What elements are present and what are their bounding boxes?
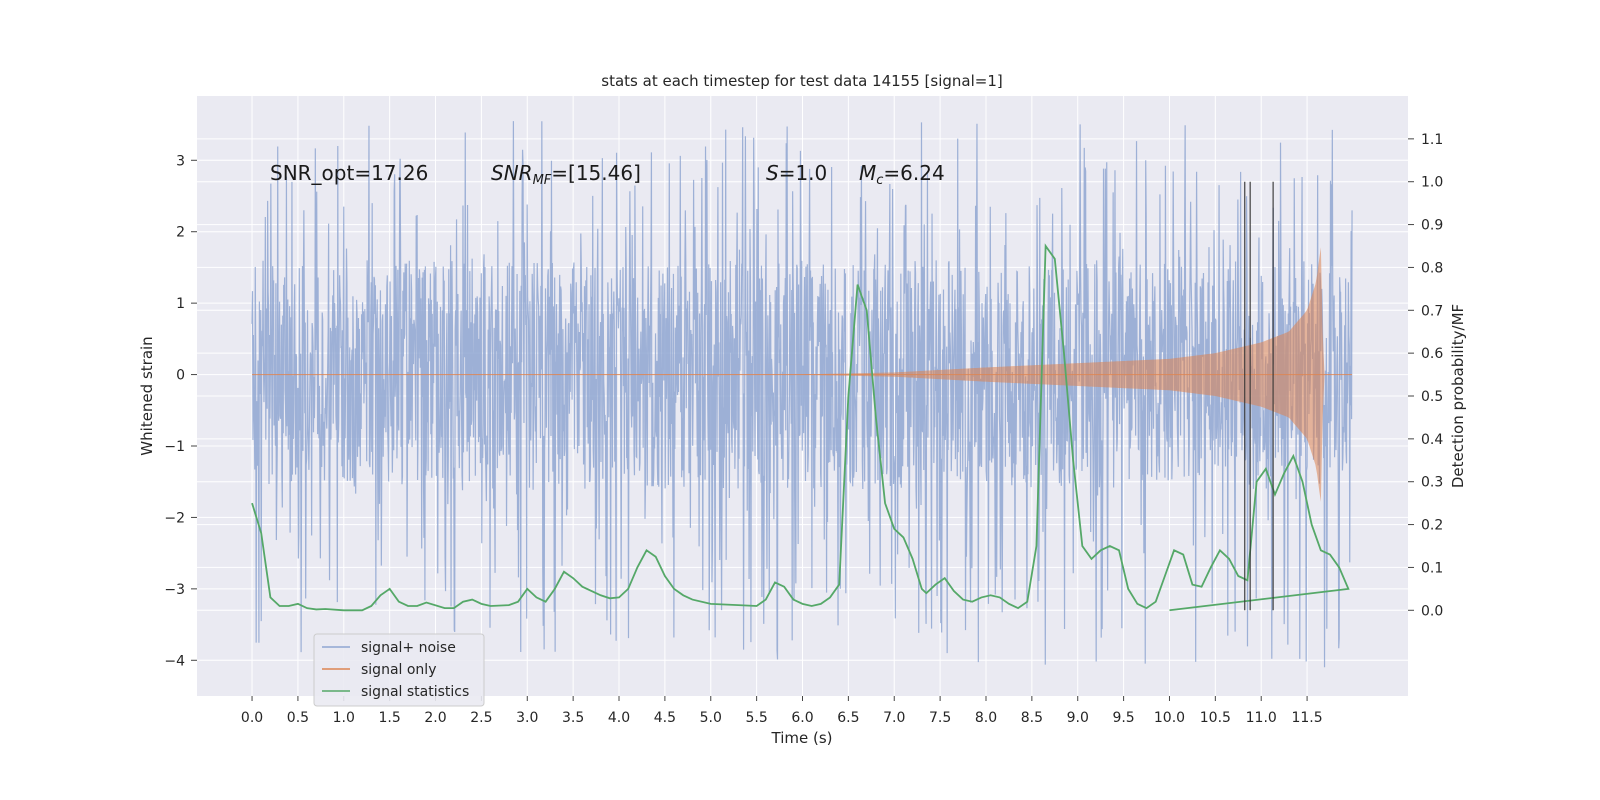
x-tick-label-15: 7.5 (929, 710, 951, 726)
annotations: SNR_opt=17.26 SNRMF=[15.46] S=1.0 Mc=6.2… (270, 161, 945, 188)
annotation-s-main: S (766, 161, 779, 185)
y-tick-label-6: 2 (176, 225, 185, 241)
annotation-mc: Mc=6.24 (859, 161, 945, 188)
x-tick-label-14: 7.0 (883, 710, 905, 726)
y-right-tick-label-9: 0.9 (1421, 218, 1443, 234)
annotation-mc-value: =6.24 (883, 161, 944, 185)
legend-label-signal-noise: signal+ noise (361, 640, 456, 656)
y-ticks-right: 0.0 0.1 0.2 0.3 0.4 0.5 0.6 0.7 0.8 0.9 1.0 1.1 (1408, 132, 1443, 619)
y-tick-label-7: 3 (176, 153, 185, 169)
legend-label-signal-statistics: signal statistics (361, 684, 469, 700)
x-tick-label-4: 2.0 (424, 710, 446, 726)
y-axis-label-left: Whitened strain (138, 336, 156, 455)
x-tick-label-1: 0.5 (287, 710, 309, 726)
x-tick-label-21: 10.5 (1200, 710, 1231, 726)
y-tick-label-1: −3 (164, 582, 185, 598)
annotation-snr-mf-sub: MF (533, 173, 552, 188)
annotation-mc-main: M (859, 161, 876, 185)
x-tick-label-6: 3.0 (516, 710, 538, 726)
x-tick-label-12: 6.0 (791, 710, 813, 726)
x-tick-label-10: 5.0 (700, 710, 722, 726)
x-tick-label-13: 6.5 (837, 710, 859, 726)
annotation-mc-sub: c (876, 173, 883, 188)
legend-box (313, 633, 485, 707)
x-axis-label: Time (s) (771, 729, 833, 747)
x-tick-label-20: 10.0 (1154, 710, 1185, 726)
y-right-tick-label-5: 0.5 (1421, 389, 1443, 405)
annotation-snr-opt: SNR_opt=17.26 (270, 161, 428, 185)
x-ticks: 0.0 0.5 1.0 1.5 2.0 2.5 3.0 3.5 4.0 4.5 5.0 5.5 6.0 6… (241, 696, 1323, 726)
x-tick-label-18: 9.0 (1067, 710, 1089, 726)
annotation-s: S=1.0 (766, 161, 827, 185)
annotation-snr-mf: SNRMF=[15.46] (491, 161, 641, 188)
x-tick-label-3: 1.5 (379, 710, 401, 726)
y-axis-label-right: Detection probability/MF (1449, 304, 1467, 488)
y-right-tick-label-10: 1.0 (1421, 175, 1443, 191)
y-right-tick-label-0: 0.0 (1421, 603, 1443, 619)
x-tick-label-8: 4.0 (608, 710, 630, 726)
y-tick-label-4: 0 (176, 368, 185, 384)
x-tick-label-0: 0.0 (241, 710, 263, 726)
x-tick-label-7: 3.5 (562, 710, 584, 726)
series-signal-noise-line (251, 121, 1353, 668)
y-right-tick-label-3: 0.3 (1421, 475, 1443, 491)
y-right-tick-label-1: 0.1 (1421, 560, 1443, 576)
x-tick-label-11: 5.5 (745, 710, 767, 726)
legend: signal+ noise signal only signal statist… (313, 633, 485, 707)
y-tick-label-3: −1 (164, 439, 185, 455)
y-right-tick-label-8: 0.8 (1421, 260, 1443, 276)
y-tick-label-5: 1 (176, 296, 185, 312)
annotation-s-value: =1.0 (779, 161, 828, 185)
annotation-snr-mf-main: SNR (491, 161, 533, 185)
vertical-lines (1243, 181, 1274, 611)
y-right-tick-label-6: 0.6 (1421, 346, 1443, 362)
legend-label-signal-only: signal only (361, 662, 436, 678)
annotation-snr-mf-value: =[15.46] (551, 161, 641, 185)
x-tick-label-5: 2.5 (470, 710, 492, 726)
y-right-tick-label-11: 1.1 (1421, 132, 1443, 148)
x-tick-label-22: 11.0 (1246, 710, 1277, 726)
x-tick-label-17: 8.5 (1021, 710, 1043, 726)
y-ticks-left: −4 −3 −2 −1 0 1 2 3 (164, 153, 197, 669)
y-tick-label-0: −4 (164, 653, 185, 669)
chart-title: stats at each timestep for test data 141… (601, 72, 1002, 90)
x-tick-label-2: 1.0 (333, 710, 355, 726)
x-tick-label-9: 4.5 (654, 710, 676, 726)
series-signal-statistics-line (251, 243, 1350, 612)
y-right-tick-label-7: 0.7 (1421, 303, 1443, 319)
y-right-tick-label-2: 0.2 (1421, 518, 1443, 534)
y-right-tick-label-4: 0.4 (1421, 432, 1443, 448)
x-tick-label-19: 9.5 (1112, 710, 1134, 726)
y-tick-label-2: −2 (164, 510, 185, 526)
x-tick-label-16: 8.0 (975, 710, 997, 726)
series-layer (251, 121, 1353, 668)
x-tick-label-23: 11.5 (1291, 710, 1322, 726)
